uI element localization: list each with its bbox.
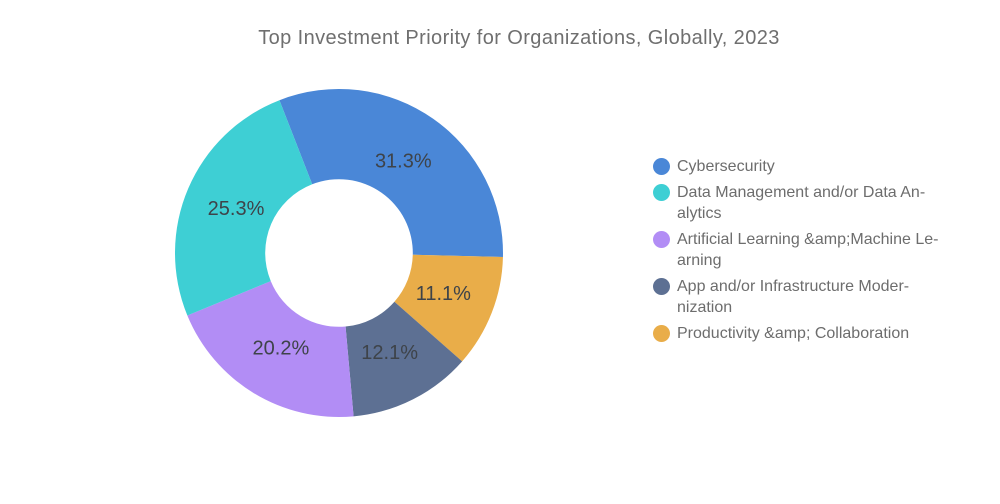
- slice-percent-label: 12.1%: [361, 342, 418, 364]
- legend-marker-circle-icon: [653, 231, 670, 248]
- pie-slice[interactable]: [394, 254, 503, 362]
- legend-label: App and/or Infrastructure Moder- nizatio…: [677, 278, 910, 316]
- pie-slice[interactable]: [174, 100, 313, 316]
- legend-marker-circle-icon: [653, 325, 670, 342]
- slice-percent-label: 20.2%: [253, 338, 310, 360]
- legend-marker-circle-icon: [653, 184, 670, 201]
- legend-marker-circle-icon: [653, 278, 670, 295]
- legend-marker-circle-icon: [653, 158, 670, 175]
- legend-item[interactable]: App and/or Infrastructure Moder- nizatio…: [653, 276, 973, 318]
- slice-percent-label: 11.1%: [416, 283, 471, 305]
- slice-percent-label: 31.3%: [375, 150, 432, 172]
- chart-title: Top Investment Priority for Organization…: [258, 27, 780, 49]
- legend-item[interactable]: Cybersecurity: [653, 156, 973, 177]
- pie-slice[interactable]: [187, 281, 354, 417]
- legend-item[interactable]: Data Management and/or Data An- alytics: [653, 182, 973, 224]
- chart-legend: Cybersecurity Data Management and/or Data…: [653, 156, 973, 344]
- legend-item[interactable]: Productivity &amp; Collaboration: [653, 323, 973, 344]
- legend-item[interactable]: Artificial Learning &amp;Machine Le- arn…: [653, 229, 973, 271]
- legend-label: Data Management and/or Data An- alytics: [677, 184, 926, 222]
- pie-slice[interactable]: [279, 88, 503, 257]
- legend-label: Cybersecurity: [677, 158, 775, 175]
- legend-label: Artificial Learning &amp;Machine Le- arn…: [677, 231, 939, 269]
- slice-percent-label: 25.3%: [208, 198, 265, 220]
- legend-label: Productivity &amp; Collaboration: [677, 325, 910, 342]
- pie-slice[interactable]: [345, 301, 463, 417]
